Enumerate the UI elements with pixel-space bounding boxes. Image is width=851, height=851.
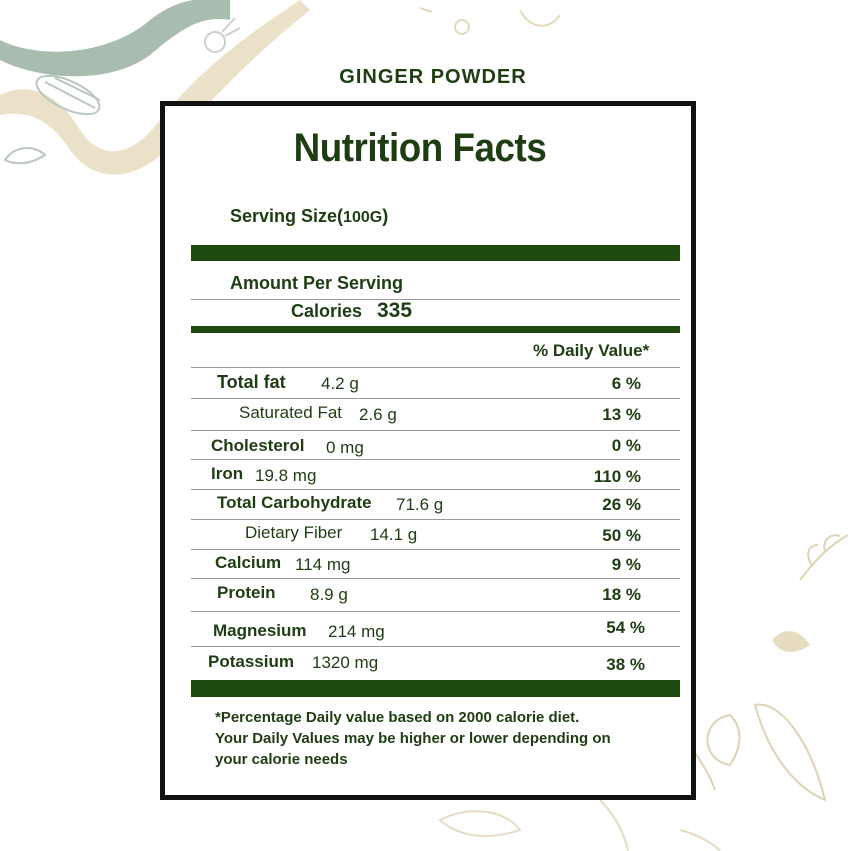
divider xyxy=(191,398,680,399)
footnote-line-2: Your Daily Values may be higher or lower… xyxy=(215,730,611,747)
amount-per-serving: Amount Per Serving xyxy=(230,273,404,293)
divider xyxy=(191,299,680,300)
nutrient-dv: 13 % xyxy=(602,405,641,424)
nutrient-name: Protein xyxy=(217,583,276,602)
sprig-icon xyxy=(799,534,849,581)
nutrient-amount: 1320 mg xyxy=(312,653,379,672)
calories-value: 335 xyxy=(377,299,413,322)
nutrient-name: Calcium xyxy=(215,553,282,572)
leaf-icon xyxy=(3,147,47,165)
divider xyxy=(191,519,680,520)
nutrient-dv: 50 % xyxy=(602,526,641,545)
daily-value-header: % Daily Value* xyxy=(533,341,650,360)
leaf-bottom-icon xyxy=(438,799,721,851)
serving-size-close: ) xyxy=(382,206,389,226)
nutrient-name: Magnesium xyxy=(213,621,307,640)
nutrient-dv: 6 % xyxy=(611,374,641,393)
herb-icon xyxy=(419,7,561,35)
nutrient-amount: 19.8 mg xyxy=(255,466,317,485)
divider xyxy=(191,611,680,612)
nutrient-amount: 214 mg xyxy=(328,622,385,641)
nutrient-amount: 0 mg xyxy=(326,438,364,457)
footnote-line-3: your calorie needs xyxy=(215,751,348,768)
calories-label: Calories xyxy=(291,301,363,321)
divider xyxy=(191,459,680,460)
nutrient-dv: 0 % xyxy=(611,436,641,455)
nutrient-name: Potassium xyxy=(208,652,294,671)
medium-bar xyxy=(191,326,680,333)
nutrient-name: Iron xyxy=(211,464,244,483)
nutrient-amount: 4.2 g xyxy=(321,374,359,393)
nutrient-amount: 8.9 g xyxy=(310,585,348,604)
nutrient-dv: 54 % xyxy=(606,618,645,637)
divider xyxy=(191,578,680,579)
divider xyxy=(191,489,680,490)
serving-size: Serving Size(100G) xyxy=(230,206,388,227)
serving-size-label: Serving Size( xyxy=(230,206,344,226)
radish-icon xyxy=(204,17,241,53)
serving-size-value: 100G xyxy=(343,209,383,226)
nutrition-label: Nutrition Facts Serving Size(100G) Amoun… xyxy=(160,101,696,800)
nutrient-amount: 114 mg xyxy=(295,555,351,574)
divider xyxy=(191,430,680,431)
nutrient-amount: 14.1 g xyxy=(370,525,418,544)
nutrient-amount: 2.6 g xyxy=(359,405,397,424)
thick-bar-top xyxy=(191,245,680,261)
nutrient-dv: 26 % xyxy=(602,495,641,514)
product-name: GINGER POWDER xyxy=(339,66,527,88)
thick-bar-bottom xyxy=(191,680,680,697)
sage-swirl xyxy=(0,0,230,77)
corn-outline-icon xyxy=(689,703,827,802)
nutrient-name: Cholesterol xyxy=(211,436,305,455)
nutrient-amount: 71.6 g xyxy=(396,495,444,514)
nutrient-name: Saturated Fat xyxy=(239,403,343,422)
nutrient-dv: 38 % xyxy=(606,655,645,674)
footnote-line-1: *Percentage Daily value based on 2000 ca… xyxy=(215,709,580,726)
nutrient-dv: 110 % xyxy=(593,467,641,486)
divider xyxy=(191,646,680,647)
nutrient-dv: 18 % xyxy=(602,585,641,604)
nutrient-name: Total Carbohydrate xyxy=(217,493,372,512)
divider xyxy=(191,549,680,550)
nutrient-name: Total fat xyxy=(217,372,286,392)
nutrition-facts-title: Nutrition Facts xyxy=(293,126,547,170)
divider xyxy=(191,367,680,368)
nutrient-dv: 9 % xyxy=(611,555,641,574)
nutrient-name: Dietary Fiber xyxy=(245,523,343,542)
seed-icon xyxy=(772,630,810,652)
